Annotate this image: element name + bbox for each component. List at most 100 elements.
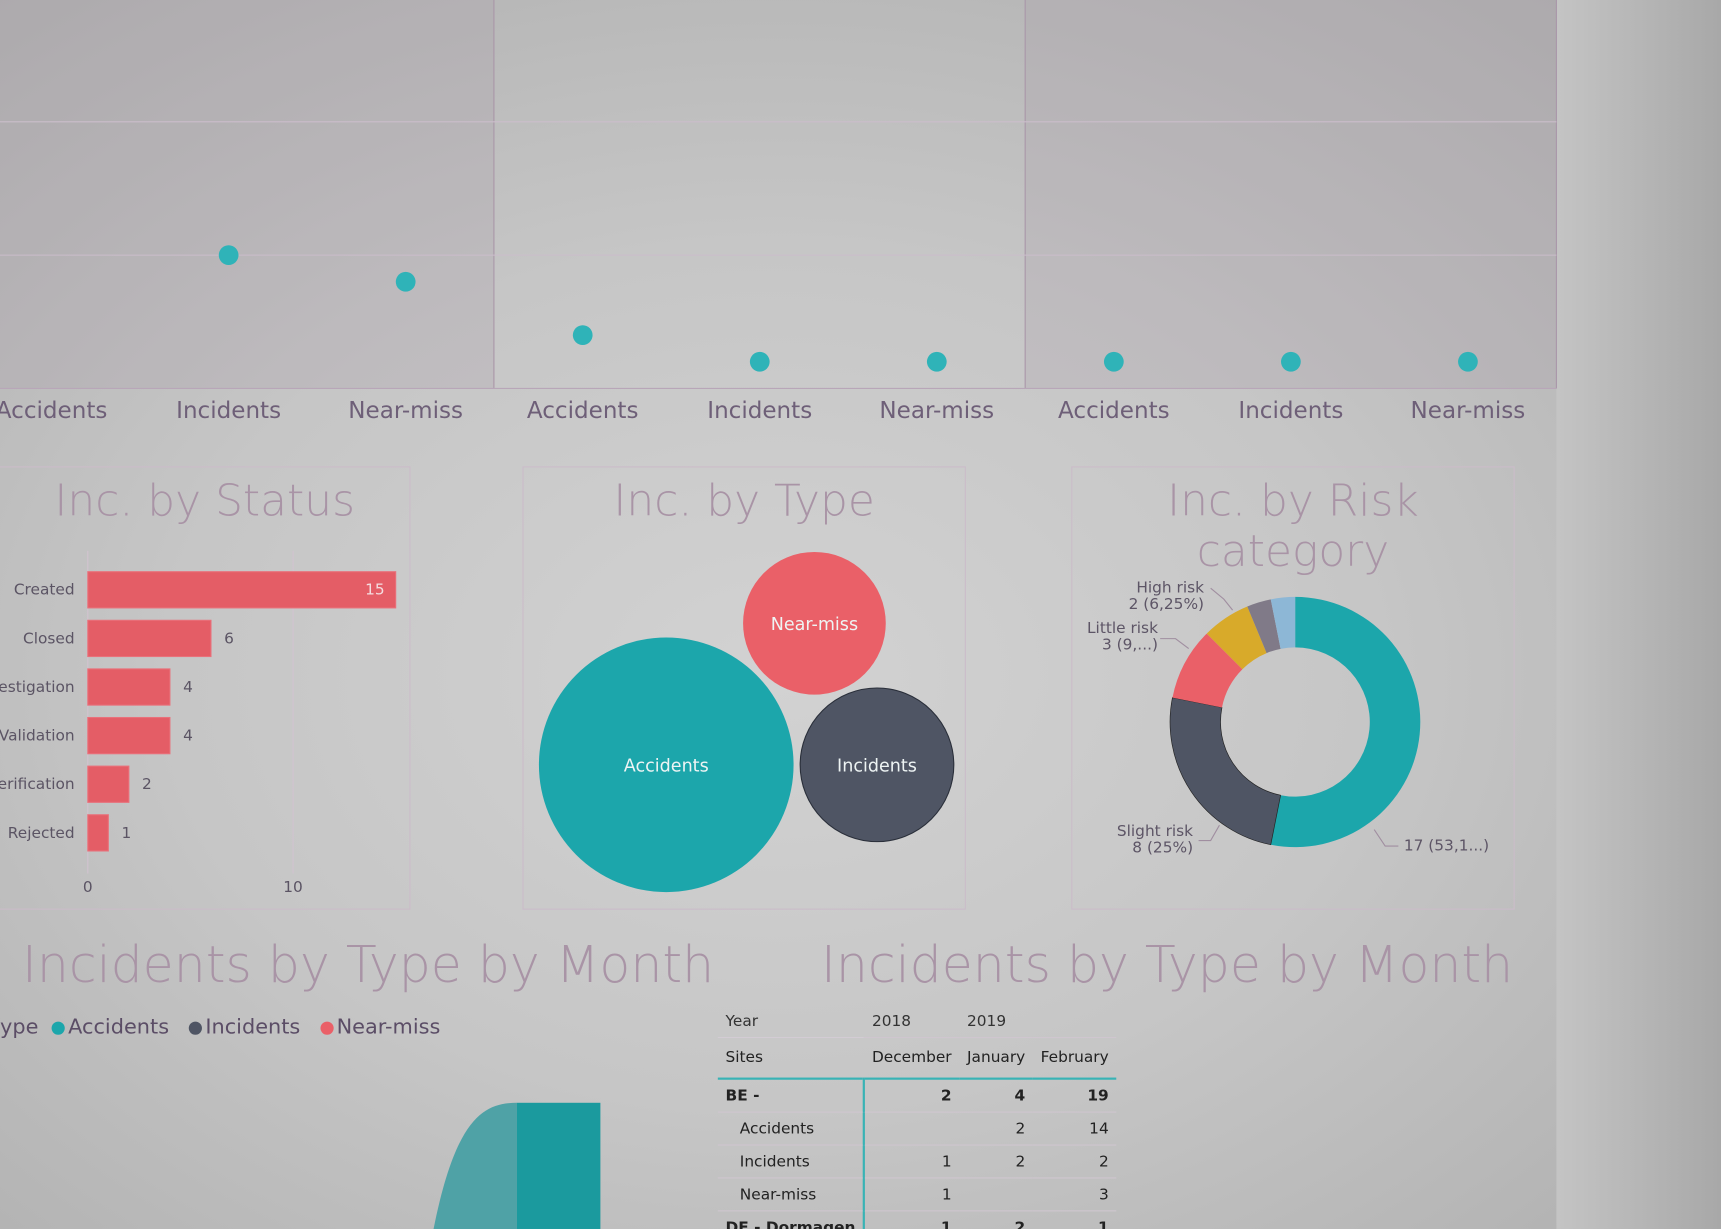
bubble-accidents: [538, 637, 794, 893]
accidents-column: [516, 1102, 601, 1229]
risk-chart-panel[interactable]: Inc. by Risk category High risk 2 (6,25%…: [1071, 466, 1515, 910]
month-december: December: [864, 1037, 960, 1080]
bar: [87, 571, 397, 609]
month-january: January: [959, 1037, 1033, 1080]
data-label: 4: [183, 727, 193, 745]
panel-bg: [1025, 0, 1557, 389]
donut-segment: [1172, 633, 1243, 708]
scatter-point: [218, 245, 239, 265]
donut-segment: [1270, 596, 1296, 649]
bar: [87, 765, 130, 803]
table-row[interactable]: Accidents 2 14: [717, 1112, 1117, 1146]
x-tick-label: Accidents: [1058, 397, 1170, 424]
scatter-point: [1103, 351, 1124, 372]
status-chart-title: Inc. by Status: [54, 476, 355, 527]
leader-line: [1160, 638, 1190, 649]
month-chart-legend: ype Accidents Incidents Near-miss: [0, 1015, 454, 1039]
data-label: 2: [142, 775, 152, 793]
bubble-label: Accidents: [624, 756, 709, 776]
type-chart-panel[interactable]: Inc. by Type Accidents Near-miss Incidents: [522, 466, 966, 910]
cell-value: 1: [864, 1177, 960, 1212]
cell-value: [864, 1112, 960, 1146]
scatter-point: [926, 351, 947, 372]
x-tick-label: Incidents: [1238, 397, 1344, 424]
row-header: Incidents: [717, 1145, 866, 1179]
main-risk-value: 17 (53,1...): [1403, 837, 1490, 855]
cell-value: 1: [1032, 1210, 1117, 1229]
row-header: DE - Dormagen: [717, 1210, 866, 1229]
status-chart-panel[interactable]: Inc. by Status Created 15 Closed 6 vestigati…: [0, 466, 411, 910]
type-bubble-chart: Accidents Near-miss Incidents: [538, 551, 955, 893]
x-tick-label: 10: [283, 878, 303, 896]
cell-value: 3: [1032, 1177, 1117, 1212]
row-header: Near-miss: [717, 1177, 866, 1212]
row-header: BE -: [717, 1078, 866, 1113]
high-risk-value: 2 (6,25%): [1128, 595, 1205, 614]
bar: [87, 619, 212, 658]
cell-value: 1: [864, 1210, 960, 1229]
scatter-point: [749, 351, 770, 372]
scatter-point: [1281, 351, 1301, 372]
cell-value: 4: [959, 1078, 1033, 1113]
cell-value: 1: [864, 1145, 960, 1179]
data-label: 15: [365, 581, 385, 599]
category-label: Validation: [0, 727, 75, 745]
x-tick-label: Accidents: [526, 397, 639, 424]
donut-segment: [1206, 606, 1267, 670]
accidents-dot-icon: [51, 1021, 65, 1035]
bar: [87, 716, 171, 755]
table-row[interactable]: Incidents 1 2 2: [717, 1145, 1117, 1179]
leader-line: [1373, 829, 1399, 847]
category-label: Rejected: [8, 824, 75, 842]
data-label: 1: [122, 824, 132, 842]
year-2019: 2019: [959, 1005, 1033, 1039]
donut-segment: [1169, 697, 1281, 846]
matrix-table[interactable]: Year 2018 2019 Sites December January Februar…: [717, 1005, 1117, 1229]
leader-line: [1198, 824, 1220, 842]
category-label: vestigation: [0, 678, 75, 696]
bar: [87, 814, 109, 852]
status-bar-chart: Created 15 Closed 6 vestigation 4 Validation 4 V…: [0, 550, 397, 896]
matrix-title: Incidents by Type by Month: [821, 934, 1514, 995]
x-tick-label: Near-miss: [879, 397, 995, 424]
x-tick-label: Accidents: [0, 397, 108, 424]
category-label: Verification: [0, 775, 75, 793]
table-row[interactable]: DE - Dormagen 1 2 1: [717, 1210, 1117, 1229]
legend-accidents[interactable]: Accidents: [51, 1015, 176, 1039]
bar: [87, 668, 171, 706]
cell-value: 2: [864, 1078, 960, 1113]
cell-value: 19: [1032, 1078, 1117, 1113]
donut-segment: [1270, 596, 1421, 848]
donut-segment: [1247, 599, 1281, 654]
x-tick-label: Near-miss: [348, 397, 464, 424]
year-2018: 2018: [864, 1005, 960, 1039]
bubble-incidents: [799, 687, 955, 843]
month-chart-title: Incidents by Type by Month: [21, 934, 715, 995]
near-miss-dot-icon: [320, 1021, 334, 1035]
little-risk-value: 3 (9,...): [1101, 636, 1158, 654]
legend-incidents[interactable]: Incidents: [188, 1015, 307, 1039]
cell-value: 14: [1032, 1112, 1117, 1146]
category-label: Closed: [23, 629, 75, 647]
bubble-label: Near-miss: [771, 615, 858, 635]
risk-chart-title: Inc. by Risk category: [1167, 476, 1419, 578]
cell-value: 2: [959, 1145, 1033, 1179]
right-margin: [1556, 0, 1721, 1229]
scatter-point: [1458, 351, 1478, 372]
type-chart-title: Inc. by Type: [613, 476, 875, 527]
cell-value: 2: [959, 1210, 1033, 1229]
high-risk-label: High risk: [1136, 579, 1205, 597]
x-tick-label: Incidents: [707, 397, 813, 424]
cell-value: 2: [959, 1112, 1033, 1146]
legend-near-miss[interactable]: Near-miss: [320, 1015, 447, 1039]
table-row[interactable]: BE -2 4 19: [717, 1078, 1117, 1113]
year-header: Year: [717, 1005, 865, 1039]
legend-title: ype: [0, 1015, 39, 1040]
cell-value: [959, 1177, 1033, 1212]
data-label: 4: [183, 678, 193, 696]
bubble-near-miss: [743, 551, 886, 695]
leader-line: [1210, 587, 1234, 611]
cell-value: 2: [1032, 1145, 1117, 1179]
table-row[interactable]: Near-miss 1 3: [717, 1177, 1117, 1212]
